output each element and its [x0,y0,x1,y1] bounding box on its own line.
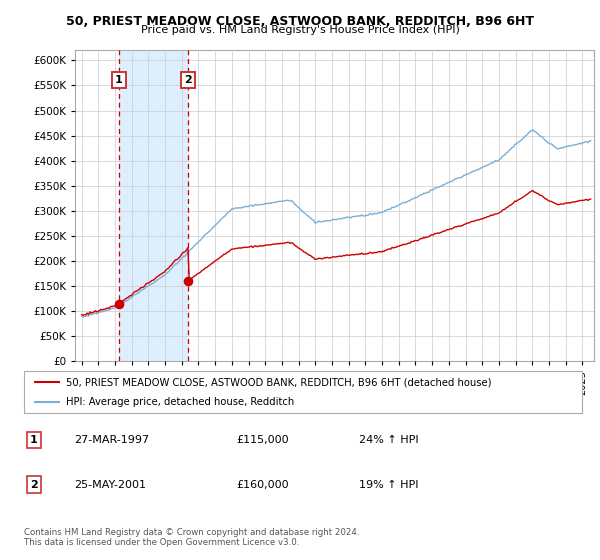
Text: 27-MAR-1997: 27-MAR-1997 [74,435,149,445]
Text: Contains HM Land Registry data © Crown copyright and database right 2024.
This d: Contains HM Land Registry data © Crown c… [24,528,359,547]
Text: 2: 2 [184,75,192,85]
Text: 19% ↑ HPI: 19% ↑ HPI [359,479,418,489]
Point [114,299,124,308]
Text: 50, PRIEST MEADOW CLOSE, ASTWOOD BANK, REDDITCH, B96 6HT: 50, PRIEST MEADOW CLOSE, ASTWOOD BANK, R… [66,15,534,27]
Text: 50, PRIEST MEADOW CLOSE, ASTWOOD BANK, REDDITCH, B96 6HT (detached house): 50, PRIEST MEADOW CLOSE, ASTWOOD BANK, R… [66,377,491,387]
Text: 24% ↑ HPI: 24% ↑ HPI [359,435,418,445]
FancyBboxPatch shape [24,371,582,413]
Text: Price paid vs. HM Land Registry's House Price Index (HPI): Price paid vs. HM Land Registry's House … [140,25,460,35]
Text: 2: 2 [30,479,38,489]
Point [183,277,193,286]
Text: 1: 1 [115,75,122,85]
Text: 1: 1 [30,435,38,445]
Text: HPI: Average price, detached house, Redditch: HPI: Average price, detached house, Redd… [66,397,294,407]
Text: £115,000: £115,000 [236,435,289,445]
Text: £160,000: £160,000 [236,479,289,489]
Text: 25-MAY-2001: 25-MAY-2001 [74,479,146,489]
